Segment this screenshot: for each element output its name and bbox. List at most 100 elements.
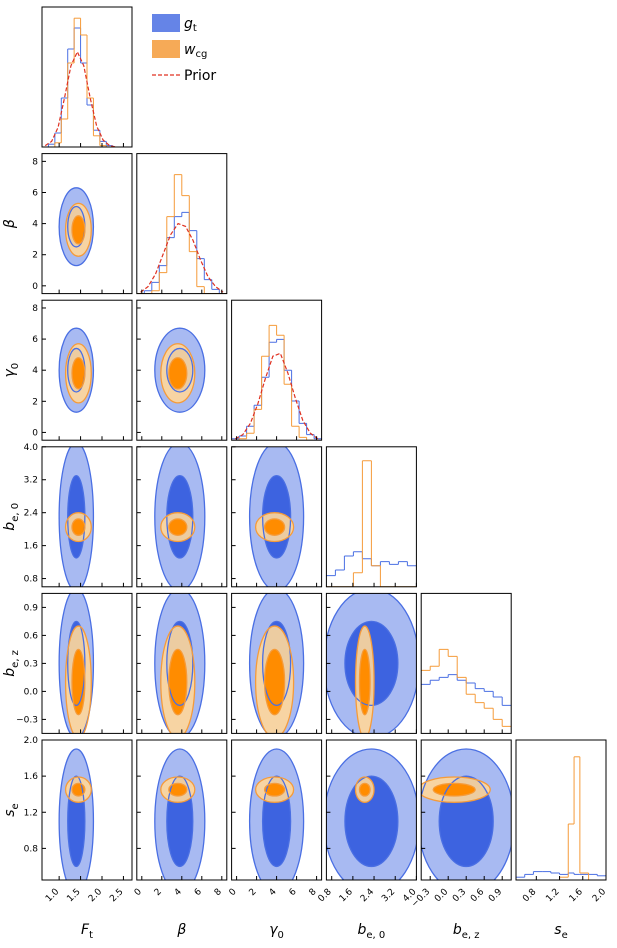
x-tick-label: 0.8 (317, 887, 334, 904)
y-tick-label: 4 (32, 366, 38, 376)
contour-fill (264, 649, 285, 715)
contour-line (358, 648, 371, 716)
contour-fill (168, 649, 187, 715)
y-tick-label: 0.8 (24, 844, 39, 854)
panel (154, 446, 206, 587)
y-tick-label: 4.0 (24, 443, 39, 453)
y-tick-label: 0 (32, 428, 38, 438)
panel-frame (41, 6, 133, 148)
y-tick-label: 1.2 (24, 808, 38, 818)
contour-line (64, 343, 92, 404)
y-tick-label: 6 (32, 188, 38, 198)
y-tick-label: 1.6 (24, 772, 39, 782)
x-tick-label: 1.2 (544, 887, 561, 904)
panel-frame (41, 153, 133, 295)
contour-line (166, 347, 194, 393)
panel-frame (41, 739, 133, 881)
contour-fill (168, 783, 187, 796)
y-tick-label: 1.6 (24, 542, 39, 552)
panel-frame (41, 299, 133, 441)
contour-line (248, 593, 305, 734)
panel (248, 748, 305, 880)
y-axis-label: γ0 (2, 363, 21, 378)
panel-frame (231, 299, 323, 441)
panel-frame (136, 592, 228, 734)
x-tick-label: 1.6 (568, 887, 585, 904)
contour-line (168, 357, 188, 390)
x-axis-label: γ0 (269, 922, 284, 941)
x-tick-label: 1.5 (65, 887, 82, 904)
y-tick-label: 8 (32, 157, 38, 167)
panel-frame (325, 739, 417, 881)
x-tick-label: 8 (308, 887, 319, 898)
contour-line (421, 748, 512, 880)
contour-fill (359, 649, 371, 715)
contour-line (64, 202, 92, 257)
y-tick-label: 0.8 (24, 575, 39, 585)
panel (421, 748, 512, 880)
panel-frame (231, 592, 323, 734)
contour-line (261, 474, 292, 559)
contour-line (64, 512, 92, 543)
panel (42, 17, 120, 147)
panel (516, 756, 606, 880)
x-tick-label: 2.4 (359, 887, 376, 904)
panel-frame (136, 446, 228, 588)
contour-fill (264, 783, 285, 796)
panel-frame (325, 446, 417, 588)
prior-line (44, 50, 117, 147)
contour-line (254, 776, 295, 803)
x-axis-label: se (554, 922, 567, 941)
panel (58, 748, 95, 880)
y-tick-label: 0.3 (24, 659, 38, 669)
contour-line (438, 775, 494, 868)
panel-frame (231, 739, 323, 881)
panel-frame (420, 739, 512, 881)
contour-line (168, 782, 188, 797)
y-tick-label: 8 (32, 304, 38, 314)
panel-frame (136, 299, 228, 441)
y-tick-label: 4 (32, 220, 38, 230)
panel-frame (325, 592, 417, 734)
x-tick-label: 2.5 (108, 887, 125, 904)
contour-line (432, 782, 476, 797)
x-tick-label: 8 (213, 887, 224, 898)
legend-label: wcg (184, 42, 207, 60)
y-tick-label: −0.3 (16, 715, 38, 725)
panel-frame (420, 592, 512, 734)
contour-line (64, 625, 92, 734)
y-axis-label: β (2, 219, 18, 229)
y-tick-label: 6 (32, 335, 38, 345)
contour-line (58, 187, 95, 267)
legend-label: gt (184, 16, 197, 34)
contour-fill (359, 783, 371, 796)
x-tick-label: 2.0 (87, 887, 104, 904)
x-tick-label: 4 (268, 887, 279, 898)
contour-line (166, 775, 194, 868)
panel-frame (231, 446, 323, 588)
x-axis-label: be, z (453, 922, 480, 941)
panel (248, 446, 305, 587)
y-tick-label: 0 (32, 282, 38, 292)
y-tick-label: 0.9 (24, 603, 39, 613)
x-tick-label: 3.2 (380, 887, 397, 904)
y-tick-label: 2 (32, 397, 38, 407)
y-axis-label: be, z (2, 650, 21, 677)
contour-line (71, 648, 86, 716)
legend-label: Prior (184, 68, 216, 84)
panel (58, 327, 95, 413)
contour-line (71, 357, 86, 390)
contour-line (421, 776, 491, 803)
contour-line (354, 625, 375, 734)
legend-swatch (152, 40, 180, 58)
legend-swatch (152, 14, 180, 32)
x-tick-label: 0.0 (433, 887, 450, 904)
x-tick-label: 2 (248, 887, 259, 898)
y-tick-label: 2.0 (24, 736, 39, 746)
panel (326, 593, 417, 734)
x-tick-label: 0 (133, 887, 144, 898)
contour-line (358, 782, 371, 797)
contour-line (168, 648, 188, 716)
panel (326, 460, 417, 587)
panel-frame (41, 446, 133, 588)
